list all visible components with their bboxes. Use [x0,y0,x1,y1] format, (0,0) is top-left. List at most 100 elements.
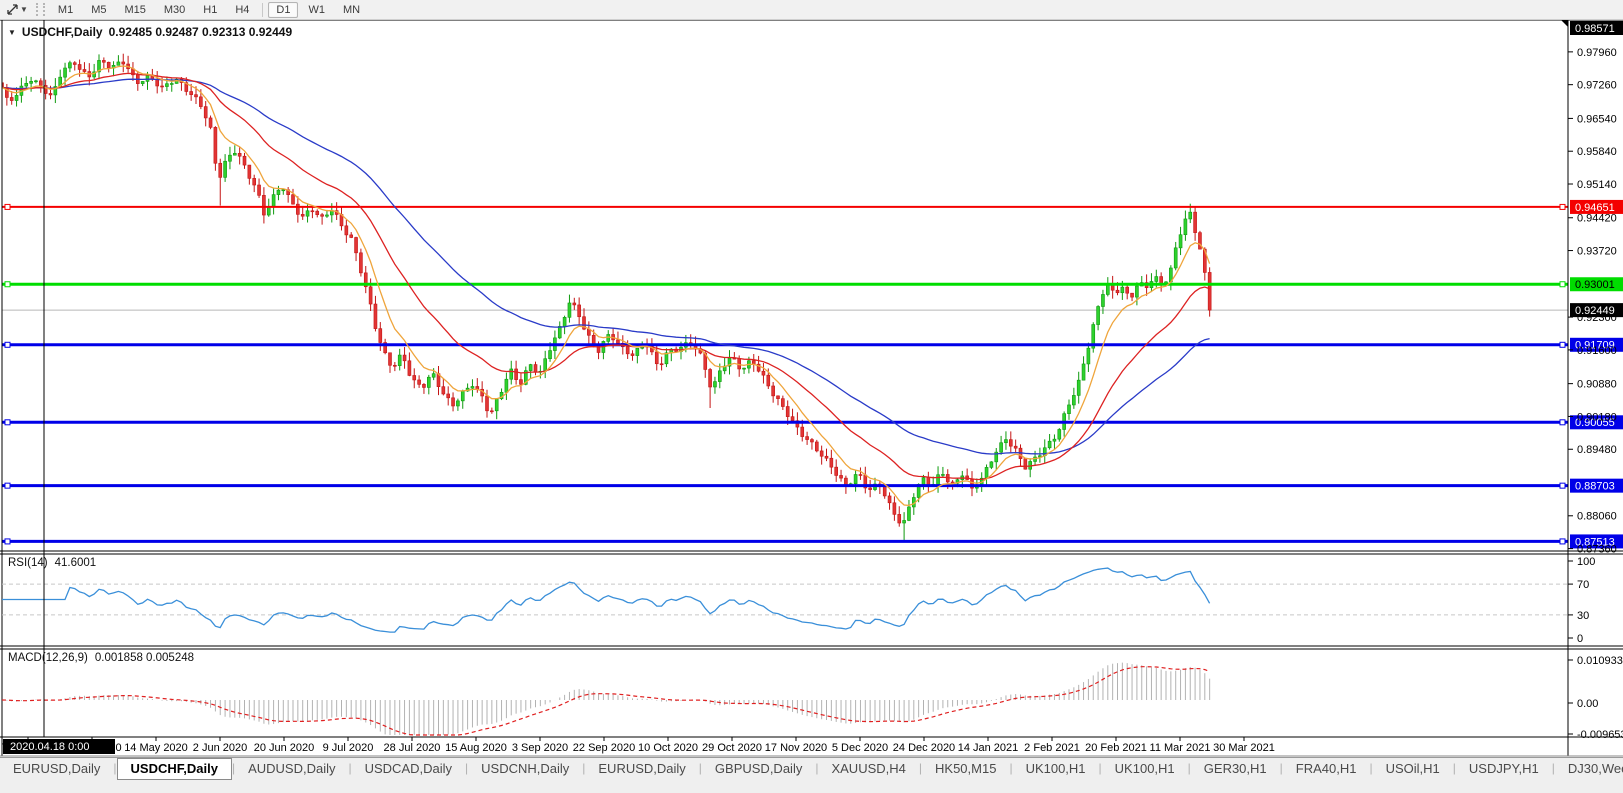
symbol-tab-usdchf-daily[interactable]: USDCHF,Daily [116,758,232,780]
line-handle-marker[interactable] [1559,482,1566,489]
price-tick-label: 0.90180 [1577,411,1617,423]
candle-body [315,210,320,215]
candle-body [562,317,567,327]
cursor-dropdown-caret[interactable]: ▼ [20,5,28,14]
timeframe-buttons-2: D1 W1 MN [267,1,369,18]
chart-canvas[interactable]: 0.94651 0.93001 0.91709 0.90055 0.88703 0.875… [0,0,1623,757]
symbol-tab-fra40-h1[interactable]: FRA40,H1 [1295,761,1357,776]
line-handle-marker[interactable] [1559,341,1566,348]
candle-body [814,441,819,452]
candle-body [43,85,48,94]
candle-body [776,395,780,399]
price-tick-label: 0.87360 [1577,544,1617,556]
symbol-tab-uk100-h1[interactable]: UK100,H1 [1114,761,1175,776]
candle-body [368,286,373,305]
candle-body [523,370,528,385]
candle-body [514,368,518,380]
toolbar-drag-grip[interactable] [35,3,45,16]
crosshair-cursor-icon[interactable] [4,2,20,17]
symbol-tab-dj30-weekly[interactable]: DJ30,Weekly [1567,761,1623,776]
tab-separator: | [1369,761,1373,775]
candle-body [800,426,805,437]
candle-body [383,342,387,354]
line-handle-marker[interactable] [1559,281,1566,288]
candle-body [266,206,271,216]
timeframe-button-m1[interactable]: M1 [57,3,74,16]
line-handle-marker[interactable] [4,281,11,288]
price-tick-label: 0.90880 [1577,379,1617,391]
line-handle-marker[interactable] [1559,203,1566,210]
line-handle-marker[interactable] [4,482,11,489]
candle-body [373,303,378,329]
symbol-tab-gbpusd-daily[interactable]: GBPUSD,Daily [714,761,803,776]
candle-body [761,370,766,376]
symbol-tab-hk50-m15[interactable]: HK50,M15 [935,761,997,776]
line-handle-marker[interactable] [4,419,11,426]
candle-body [543,358,548,372]
symbol-tab-usdjpy-h1[interactable]: USDJPY,H1 [1468,761,1539,776]
line-handle-marker[interactable] [1559,538,1566,545]
price-tick-label: 0.88060 [1577,511,1617,523]
candle-body [528,364,533,371]
toolbar-separator [262,2,264,17]
timeframe-button-mn[interactable]: MN [342,3,361,16]
chart-dropdown-icon[interactable]: ▼ [8,27,16,37]
candle-body [24,83,29,87]
symbol-tab-eurusd-daily[interactable]: EURUSD,Daily [13,761,101,776]
line-handle-marker[interactable] [1559,419,1566,426]
symbol-tab-usoil-h1[interactable]: USOil,H1 [1385,761,1440,776]
symbol-tab-xauusd-h4[interactable]: XAUUSD,H4 [831,761,906,776]
symbol-tab-usdcnh-daily[interactable]: USDCNH,Daily [481,761,570,776]
candle-body [14,95,19,101]
candle-body [1173,247,1178,269]
line-price-badge [1570,277,1623,292]
date-tick-label: 17 Nov 2020 [765,742,827,754]
candle-body [591,334,596,345]
line-handle-marker[interactable] [4,538,11,545]
candle-body [199,96,203,107]
candle-body [378,328,383,343]
symbol-tab-eurusd-daily[interactable]: EURUSD,Daily [598,761,686,776]
candle-body [72,62,77,65]
candle-body [853,474,858,485]
symbol-tab-ger30-h1[interactable]: GER30,H1 [1203,761,1267,776]
symbol-tab-audusd-daily[interactable]: AUDUSD,Daily [248,761,336,776]
candle-body [810,439,814,443]
candle-body [868,487,872,490]
candle-body [756,363,761,372]
candle-body [140,81,145,84]
crosshair-date-badge [3,739,115,754]
symbol-tab-usdcad-daily[interactable]: USDCAD,Daily [364,761,453,776]
candle-body [504,378,509,393]
timeframe-button-m15[interactable]: M15 [124,3,146,16]
timeframe-button-h1[interactable]: H1 [203,3,218,16]
candle-body [422,384,426,388]
line-handle-marker[interactable] [4,341,11,348]
candle-body [354,237,358,254]
candle-body [349,234,354,238]
timeframe-button-w1[interactable]: W1 [308,3,325,16]
candle-body [625,346,630,355]
timeframe-button-h4[interactable]: H4 [235,3,250,16]
symbol-tab-uk100-h1[interactable]: UK100,H1 [1025,761,1086,776]
tab-separator: | [465,761,469,775]
candle-body [616,339,620,344]
date-tick-label: 5 Dec 2020 [832,742,888,754]
date-tick-label: 10 Oct 2020 [638,742,698,754]
timeframe-button-m30[interactable]: M30 [163,3,186,16]
line-price-badge [1570,478,1623,493]
candle-body [567,302,572,318]
candle-body [208,117,213,128]
timeframe-button-m5[interactable]: M5 [91,3,107,16]
line-handle-marker[interactable] [4,203,11,210]
rsi-pane-label: RSI(14) 41.6001 [8,557,96,569]
candle-body [228,154,232,162]
candle-body [509,368,514,380]
candle-body [1008,439,1013,447]
timeframe-button-d1[interactable]: D1 [268,1,299,18]
candle-body [160,85,164,88]
candle-body [805,436,809,440]
date-tick-label: 14 May 2020 [124,742,188,754]
candle-body [572,302,577,306]
candle-body [1072,395,1076,406]
